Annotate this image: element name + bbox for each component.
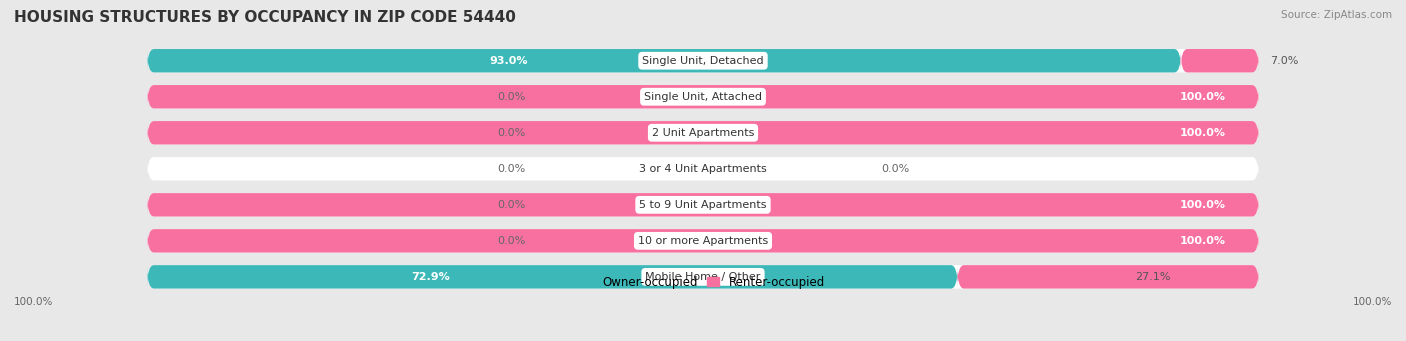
Text: 93.0%: 93.0% <box>489 56 529 66</box>
Text: 10 or more Apartments: 10 or more Apartments <box>638 236 768 246</box>
Text: HOUSING STRUCTURES BY OCCUPANCY IN ZIP CODE 54440: HOUSING STRUCTURES BY OCCUPANCY IN ZIP C… <box>14 10 516 25</box>
Text: Mobile Home / Other: Mobile Home / Other <box>645 272 761 282</box>
Text: 100.0%: 100.0% <box>1180 92 1225 102</box>
FancyBboxPatch shape <box>148 265 1258 288</box>
Text: 0.0%: 0.0% <box>880 164 910 174</box>
Text: 100.0%: 100.0% <box>14 297 53 307</box>
Text: 100.0%: 100.0% <box>1180 200 1225 210</box>
Text: 3 or 4 Unit Apartments: 3 or 4 Unit Apartments <box>640 164 766 174</box>
FancyBboxPatch shape <box>148 193 1258 217</box>
Text: 0.0%: 0.0% <box>496 200 526 210</box>
FancyBboxPatch shape <box>148 193 1258 217</box>
Text: Single Unit, Attached: Single Unit, Attached <box>644 92 762 102</box>
FancyBboxPatch shape <box>148 265 957 288</box>
Text: 27.1%: 27.1% <box>1136 272 1171 282</box>
Text: 100.0%: 100.0% <box>1353 297 1392 307</box>
Text: 100.0%: 100.0% <box>1180 236 1225 246</box>
FancyBboxPatch shape <box>148 85 1258 108</box>
Text: 0.0%: 0.0% <box>496 128 526 138</box>
Text: 0.0%: 0.0% <box>496 92 526 102</box>
FancyBboxPatch shape <box>148 229 1258 253</box>
FancyBboxPatch shape <box>957 265 1258 288</box>
Text: 0.0%: 0.0% <box>496 236 526 246</box>
FancyBboxPatch shape <box>148 121 1258 145</box>
FancyBboxPatch shape <box>148 49 1258 72</box>
FancyBboxPatch shape <box>148 85 1258 108</box>
Text: 0.0%: 0.0% <box>496 164 526 174</box>
Text: 7.0%: 7.0% <box>1270 56 1298 66</box>
Text: 2 Unit Apartments: 2 Unit Apartments <box>652 128 754 138</box>
FancyBboxPatch shape <box>148 157 1258 180</box>
FancyBboxPatch shape <box>148 229 1258 253</box>
Text: Source: ZipAtlas.com: Source: ZipAtlas.com <box>1281 10 1392 20</box>
FancyBboxPatch shape <box>1181 49 1258 72</box>
FancyBboxPatch shape <box>148 49 1181 72</box>
Legend: Owner-occupied, Renter-occupied: Owner-occupied, Renter-occupied <box>576 271 830 293</box>
FancyBboxPatch shape <box>148 121 1258 145</box>
Text: Single Unit, Detached: Single Unit, Detached <box>643 56 763 66</box>
Text: 72.9%: 72.9% <box>412 272 450 282</box>
Text: 100.0%: 100.0% <box>1180 128 1225 138</box>
Text: 5 to 9 Unit Apartments: 5 to 9 Unit Apartments <box>640 200 766 210</box>
